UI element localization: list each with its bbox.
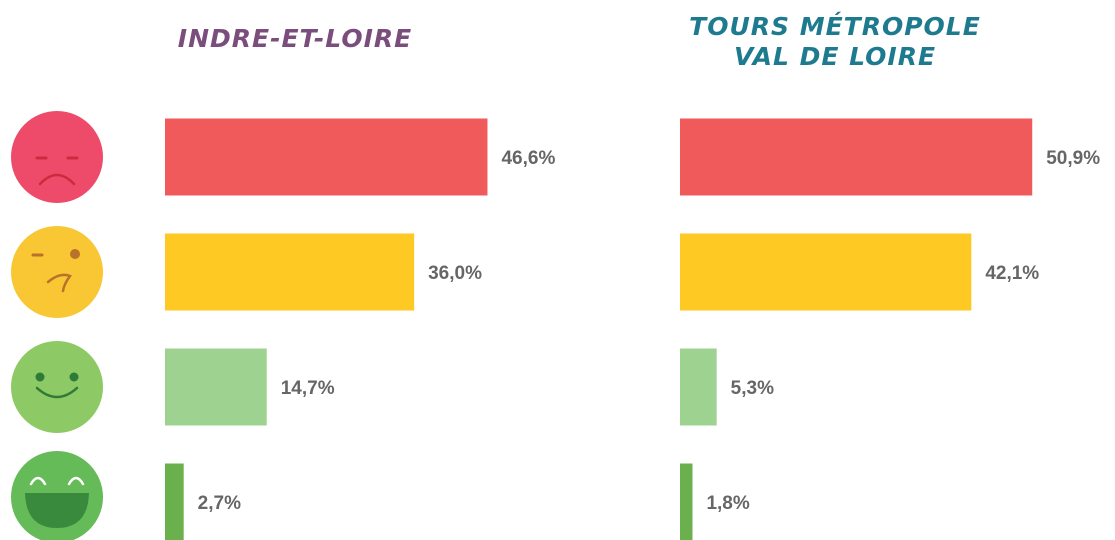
bar — [680, 233, 972, 311]
bar — [165, 118, 488, 196]
bar — [680, 463, 693, 540]
value-label: 46,6% — [501, 148, 555, 169]
bar — [165, 348, 267, 426]
chart-title: TOURS MÉTROPOLE VAL DE LOIRE — [689, 12, 981, 71]
value-label: 2,7% — [198, 493, 241, 514]
face-very-happy — [11, 451, 103, 540]
face-happy — [11, 341, 103, 433]
value-label: 42,1% — [985, 263, 1039, 284]
value-label: 5,3% — [731, 378, 774, 399]
value-label: 1,8% — [706, 493, 749, 514]
bar — [165, 463, 184, 540]
value-label: 50,9% — [1046, 148, 1100, 169]
value-label: 36,0% — [428, 263, 482, 284]
chart-title: INDRE-ET-LOIRE — [177, 24, 413, 53]
value-label: 14,7% — [281, 378, 335, 399]
face-doubtful — [11, 226, 103, 318]
face-angry — [11, 111, 103, 203]
bar — [680, 348, 717, 426]
bar — [680, 118, 1033, 196]
bar — [165, 233, 415, 311]
